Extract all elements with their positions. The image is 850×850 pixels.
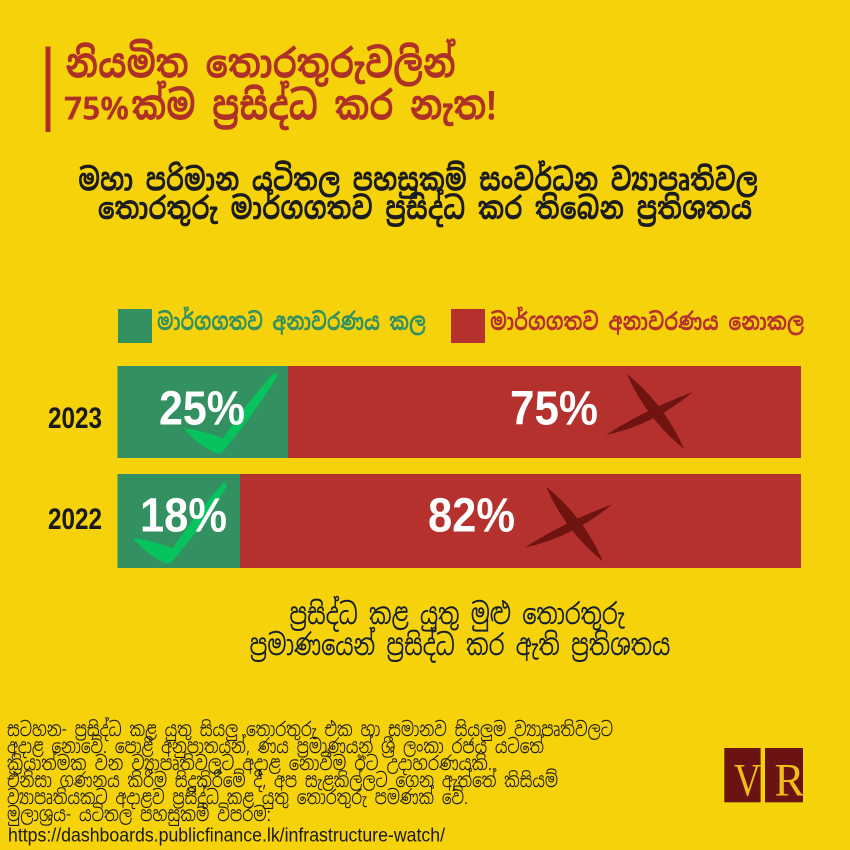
svg-text:V: V [734, 755, 761, 807]
svg-text:R: R [775, 755, 806, 807]
svg-text:2023: 2023 [48, 402, 102, 435]
svg-text:82%: 82% [428, 489, 515, 543]
svg-text:2022: 2022 [48, 503, 102, 536]
svg-text:18%: 18% [140, 489, 227, 543]
svg-text:https://dashboards.publicfinan: https://dashboards.publicfinance.lk/infr… [8, 826, 446, 847]
svg-text:75%: 75% [510, 382, 598, 436]
svg-text:25%: 25% [159, 382, 245, 436]
